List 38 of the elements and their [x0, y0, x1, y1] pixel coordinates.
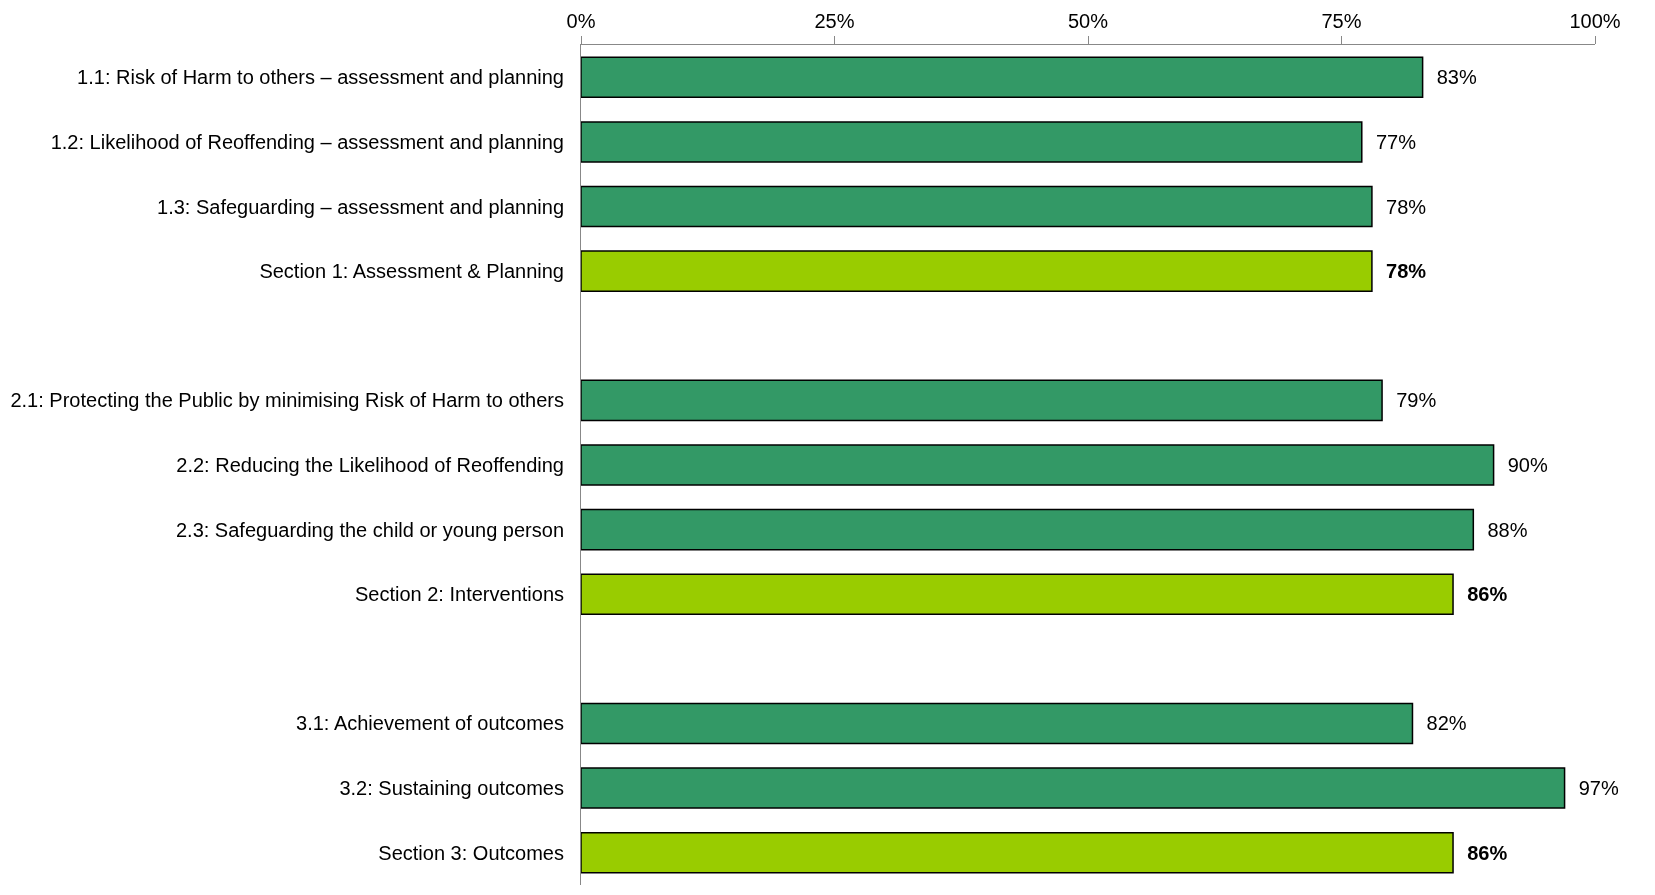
y-tick-label: 2.1: Protecting the Public by minimising Risk of Harm to others [10, 389, 564, 412]
data-label: 86% [1467, 841, 1508, 864]
y-tick-label: Section 2: Interventions [354, 583, 564, 606]
data-label: 82% [1415, 712, 1467, 735]
data-label: 90% [1496, 454, 1548, 476]
data-label: 79% [1385, 389, 1437, 412]
bar [581, 702, 1414, 745]
bar [581, 508, 1475, 551]
x-tick-label: 50% [1067, 10, 1109, 32]
bar [581, 767, 1566, 809]
y-tick-label: Section 1: Assessment & Planning [259, 260, 564, 283]
bar [581, 573, 1454, 616]
data-label: 86% [1467, 583, 1508, 606]
bar [581, 56, 1424, 99]
x-tick-label: 75% [1321, 10, 1362, 32]
y-tick-label: 1.2: Likelihood of Reoffending – assessment and planning [50, 130, 564, 153]
bar [581, 379, 1383, 422]
y-tick-label: 2.2: Reducing the Likelihood of Reoffending [176, 454, 564, 476]
bar [581, 121, 1363, 163]
y-tick-label: 3.1: Achievement of outcomes [296, 712, 564, 735]
y-tick-label: 3.2: Sustaining outcomes [339, 777, 564, 800]
data-label: 77% [1364, 130, 1417, 153]
data-label: 83% [1425, 66, 1477, 89]
y-tick-label: Section 3: Outcomes [378, 841, 564, 864]
y-tick-label: 1.1: Risk of Harm to others – assessment and planning [77, 66, 564, 89]
x-tick-label: 100% [1569, 10, 1621, 32]
x-tick-label: 0% [566, 10, 596, 32]
bar [581, 185, 1373, 228]
data-label: 97% [1567, 777, 1619, 800]
y-tick-label: 2.3: Safeguarding the child or young person [175, 518, 564, 541]
data-label: 78% [1386, 260, 1427, 283]
data-label: 88% [1476, 518, 1528, 541]
bar [581, 250, 1373, 292]
x-tick-label: 25% [814, 10, 855, 32]
data-label: 78% [1374, 195, 1427, 218]
bar [581, 831, 1454, 874]
bar [581, 444, 1495, 486]
y-tick-label: 1.3: Safeguarding – assessment and planning [157, 195, 564, 218]
